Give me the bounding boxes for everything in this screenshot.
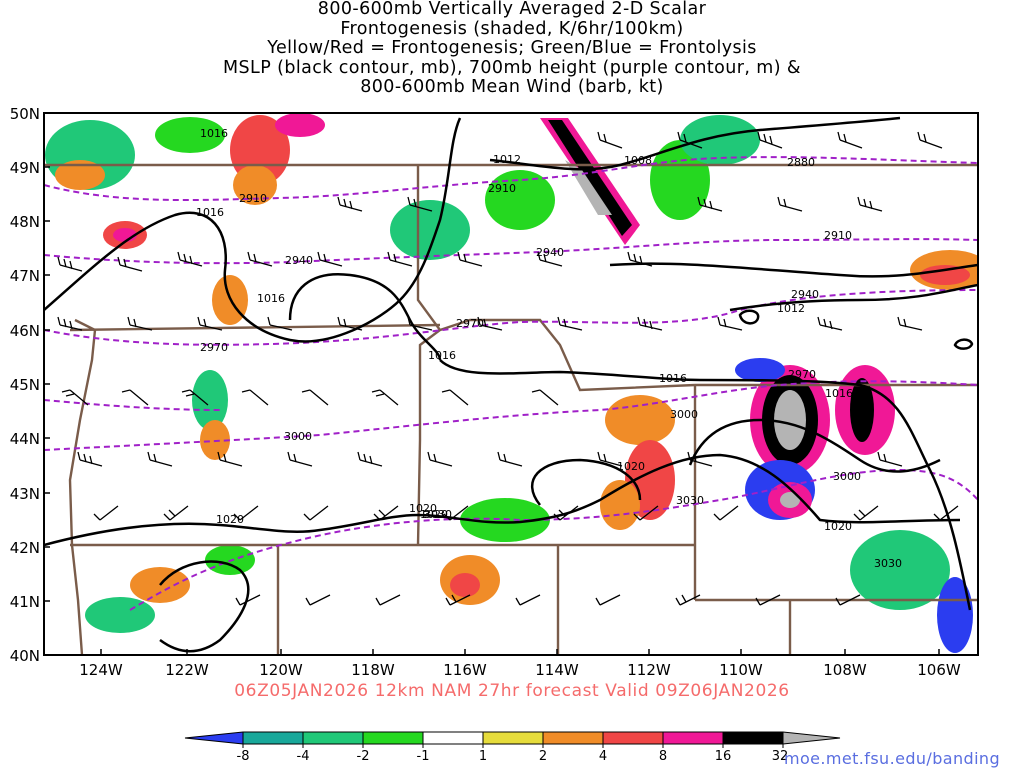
height-label: 2910 [824,229,852,242]
lon-tick-label: 110W [719,661,763,679]
lat-tick-label: 40N [10,647,40,665]
colorbar-swatch [243,732,303,744]
lon-tick-label: 114W [535,661,579,679]
mslp-label: 1020 [216,513,244,526]
lat-tick-label: 46N [10,322,40,340]
height-label: 3030 [874,557,902,570]
mslp-label: 1020 [420,508,448,521]
lat-tick-label: 44N [10,430,40,448]
height-contours [44,156,978,611]
mslp-label: 1020 [617,460,645,473]
height-label: 2910 [488,182,516,195]
wind-barbs [57,131,959,606]
colorbar-label: 2 [539,749,547,764]
mslp-label: 1016 [825,387,853,400]
colorbar-swatch [663,732,723,744]
mslp-label: 1016 [196,206,224,219]
colorbar-label: 1 [479,749,487,764]
lon-tick-label: 112W [627,661,671,679]
lat-tick-label: 48N [10,213,40,231]
colorbar-label: 8 [659,749,667,764]
colorbar-label: 16 [715,749,732,764]
colorbar-label: -1 [417,749,430,764]
lat-tick-label: 50N [10,105,40,123]
chart-title: 800-600mb Vertically Averaged 2-D Scalar… [0,0,1024,98]
mslp-label: 1016 [257,292,285,305]
axis-ticks [44,112,940,655]
colorbar-swatch [723,732,783,744]
mslp-contours [44,116,978,653]
height-label: 3030 [676,494,704,507]
colorbar-label: -2 [357,749,370,764]
colorbar-label: -4 [297,749,310,764]
lat-tick-label: 41N [10,593,40,611]
mslp-label: 1012 [493,153,521,166]
colorbar-swatch [543,732,603,744]
height-label: 2970 [456,317,484,330]
height-label: 2940 [791,288,819,301]
lon-tick-label: 124W [79,661,123,679]
mslp-label: 1016 [200,127,228,140]
title-line-3: Yellow/Red = Frontogenesis; Green/Blue =… [267,38,757,59]
forecast-valid-time: 06Z05JAN2026 12km NAM 27hr forecast Vali… [234,681,790,701]
title-line-4: MSLP (black contour, mb), 700mb height (… [223,57,801,78]
lat-tick-label: 43N [10,485,40,503]
lon-tick-label: 106W [917,661,961,679]
mslp-label: 1016 [659,372,687,385]
mslp-label: 1008 [624,154,652,167]
mslp-label: 1012 [777,302,805,315]
colorbar-swatch [603,732,663,744]
mslp-label: 1020 [824,520,852,533]
lat-tick-label: 42N [10,539,40,557]
lat-tick-label: 45N [10,376,40,394]
height-label: 3000 [833,470,861,483]
lon-tick-label: 122W [165,661,209,679]
height-label: 2970 [788,368,816,381]
height-label: 2910 [239,192,267,205]
height-label: 2940 [536,246,564,259]
longitude-labels: 124W 122W 120W 118W 116W 114W 112W 110W … [79,661,961,679]
height-label: 2880 [787,156,815,169]
colorbar-label: 32 [772,749,789,764]
colorbar-label: 4 [599,749,607,764]
height-label: 3030 [424,508,452,521]
map-content: 1016 1012 1008 1016 1016 1016 1012 1016 … [44,113,978,655]
source-url[interactable]: moe.met.fsu.edu/banding [784,749,1001,768]
lat-tick-label: 47N [10,267,40,285]
lon-tick-label: 118W [351,661,395,679]
height-label: 2970 [200,341,228,354]
colorbar-swatch [483,732,543,744]
colorbar-swatch [783,732,840,744]
title-line-5: 800-600mb Mean Wind (barb, kt) [360,77,664,98]
lon-tick-label: 120W [259,661,303,679]
colorbar-swatch [423,732,483,744]
colorbar-swatch [303,732,363,744]
height-label: 3000 [284,430,312,443]
latitude-labels: 50N 49N 48N 47N 46N 45N 44N 43N 42N 41N … [10,105,40,665]
contour-labels: 1016 1012 1008 1016 1016 1016 1012 1016 … [196,127,902,570]
height-label: 3000 [670,408,698,421]
colorbar: -8 -4 -2 -1 1 2 4 8 16 32 [184,731,841,764]
colorbar-swatch [185,732,243,744]
lon-tick-label: 116W [443,661,487,679]
colorbar-swatch [363,732,423,744]
mslp-label: 1016 [428,349,456,362]
lat-tick-label: 49N [10,159,40,177]
colorbar-label: -8 [237,749,250,764]
mslp-label: 1020 [409,502,437,515]
title-line-2: Frontogenesis (shaded, K/6hr/100km) [340,18,684,39]
frontogenesis-shading [45,113,978,653]
lon-tick-label: 108W [823,661,867,679]
title-line-1: 800-600mb Vertically Averaged 2-D Scalar [317,0,707,19]
height-label: 2940 [285,254,313,267]
